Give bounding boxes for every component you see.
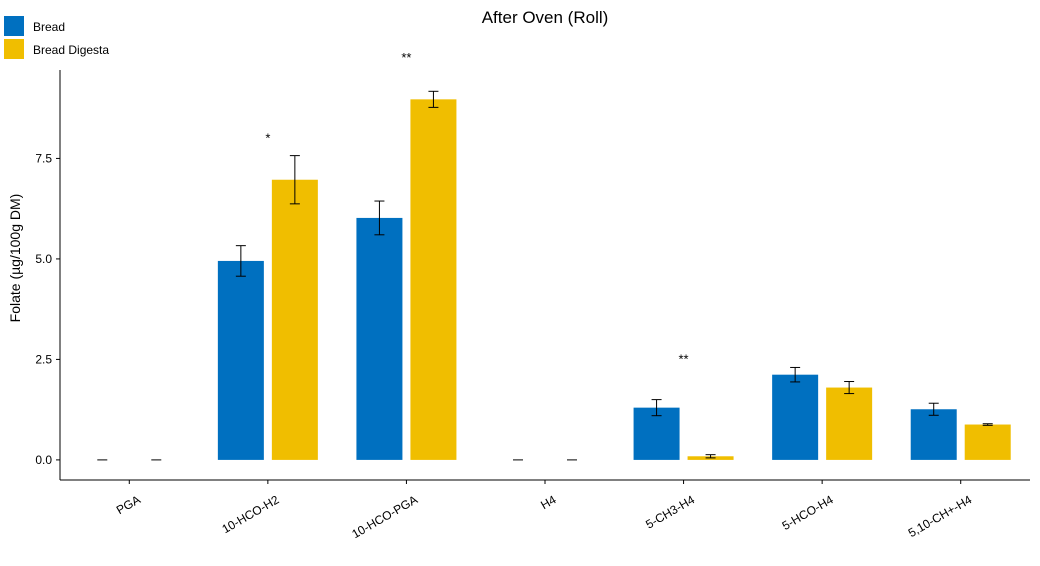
y-tick-label: 2.5 (35, 352, 52, 366)
legend-label: Bread (33, 20, 65, 34)
bar-bread (633, 407, 680, 460)
bar-bread-digesta (826, 387, 873, 460)
x-tick-label: 10-HCO-H2 (219, 492, 281, 536)
bar-bread (217, 260, 264, 460)
x-axis-ticks: PGA 10-HCO-H2 10-HCO-PGA H4 5-CH3-H4 5-HCO-H4… (114, 480, 975, 541)
y-tick-label: 7.5 (35, 151, 52, 165)
y-tick-label: 0.0 (35, 453, 52, 467)
x-tick-label: PGA (114, 492, 143, 517)
x-tick-label: 5-CH3-H4 (643, 492, 697, 531)
error-bar (374, 200, 385, 236)
error-bar (289, 155, 300, 205)
error-bar (428, 90, 439, 108)
error-bars-layer (97, 90, 993, 461)
legend: Bread Bread Digesta (4, 16, 109, 59)
y-axis-ticks: 0.0 2.5 5.0 7.5 (35, 151, 60, 467)
bar-bread-digesta (964, 424, 1011, 460)
bar-bread-digesta (271, 179, 318, 460)
error-bar (235, 245, 246, 277)
x-tick-label: 10-HCO-PGA (349, 492, 420, 541)
error-bar (790, 366, 801, 383)
bar-bread-digesta (410, 99, 457, 460)
legend-item: Bread (4, 16, 65, 36)
bar-bread (356, 217, 403, 460)
y-axis-title: Folate (µg/100g DM) (7, 194, 23, 323)
x-tick-label: 5,10-CH+-H4 (906, 492, 975, 540)
error-bar (844, 381, 855, 395)
significance-annotations: ***** (265, 50, 688, 366)
error-bar (705, 454, 716, 459)
bar-bread (772, 374, 819, 460)
legend-item: Bread Digesta (4, 39, 109, 59)
legend-swatch (4, 39, 24, 59)
error-bar (651, 399, 662, 417)
x-tick-label: 5-HCO-H4 (780, 492, 836, 533)
y-tick-label: 5.0 (35, 252, 52, 266)
significance-marker: * (265, 130, 270, 145)
error-bar (928, 402, 939, 416)
bars-layer (217, 99, 1011, 460)
legend-label: Bread Digesta (33, 43, 109, 57)
significance-marker: ** (679, 351, 689, 366)
legend-swatch (4, 16, 24, 36)
x-tick-label: H4 (538, 492, 559, 512)
error-bar (982, 423, 993, 426)
significance-marker: ** (401, 50, 411, 65)
bar-bread (910, 409, 957, 460)
chart-title: After Oven (Roll) (482, 8, 609, 27)
